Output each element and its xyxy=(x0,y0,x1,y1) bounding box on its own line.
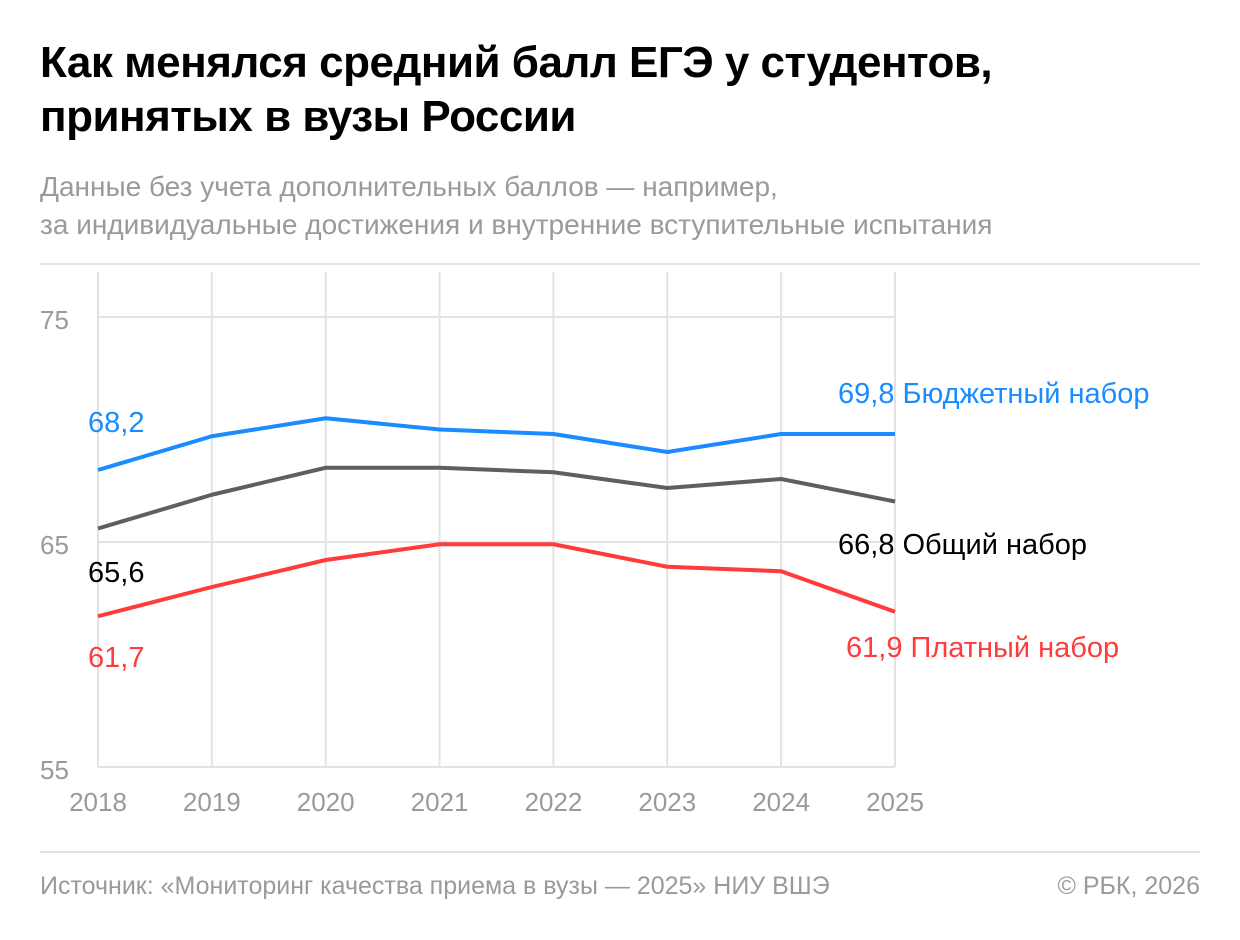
source-note: Источник: «Мониторинг качества приема в … xyxy=(40,872,830,900)
subtitle-line-1: Данные без учета дополнительных баллов —… xyxy=(40,171,778,202)
series-line-3 xyxy=(97,542,896,619)
start-value-label: 65,6 xyxy=(88,557,144,589)
series-line-2 xyxy=(97,465,896,531)
x-tick-label: 2022 xyxy=(525,787,583,817)
end-value-label: 66,8 Общий набор xyxy=(838,529,1087,561)
chart-title: Как менялся средний балл ЕГЭ у студентов… xyxy=(40,38,993,141)
subtitle-line-2: за индивидуальные достижения и внутренни… xyxy=(40,209,993,240)
x-tick-label: 2023 xyxy=(638,787,696,817)
x-tick-label: 2025 xyxy=(866,787,924,817)
x-tick-label: 2019 xyxy=(183,787,241,817)
x-tick-label: 2020 xyxy=(297,787,355,817)
chart-subtitle: Данные без учета дополнительных баллов —… xyxy=(40,168,1200,244)
series-line-1 xyxy=(97,416,895,472)
x-tick-label: 2021 xyxy=(411,787,469,817)
start-value-label: 61,7 xyxy=(88,642,144,674)
x-tick-label: 2018 xyxy=(69,787,127,817)
y-tick-label: 55 xyxy=(40,755,69,785)
end-value-label: 61,9 Платный набор xyxy=(846,632,1119,664)
y-tick-label: 75 xyxy=(40,305,69,335)
y-tick-label: 65 xyxy=(40,530,69,560)
top-divider xyxy=(40,263,1200,265)
copyright: © РБК, 2026 xyxy=(1057,872,1200,900)
x-tick-label: 2024 xyxy=(752,787,810,817)
end-value-label: 69,8 Бюджетный набор xyxy=(838,378,1150,410)
bottom-divider xyxy=(40,851,1200,853)
start-value-label: 68,2 xyxy=(88,407,144,439)
